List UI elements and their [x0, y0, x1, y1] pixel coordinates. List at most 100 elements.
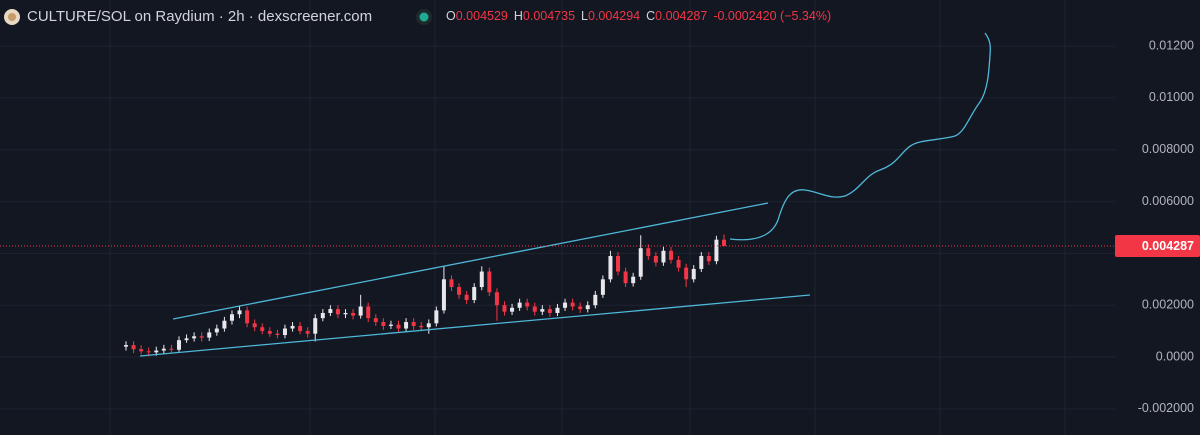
candle-body: [691, 268, 696, 280]
candle-body: [593, 294, 598, 306]
candle-body: [525, 302, 530, 307]
candle-body: [434, 310, 439, 324]
candle-body: [411, 322, 416, 326]
candle-body: [229, 314, 234, 321]
candle-body: [555, 307, 560, 313]
ohlc-legend: O0.004529 H0.004735 L0.004294 C0.004287 -0.0…: [446, 9, 831, 23]
candle-body: [608, 255, 613, 280]
candle-body: [472, 287, 477, 301]
candle-body: [487, 271, 492, 293]
time-grid: [109, 0, 1066, 435]
chart-title: CULTURE/SOL on Raydium · 2h · dexscreene…: [27, 8, 372, 25]
candle-body: [699, 255, 704, 269]
candle-body: [154, 350, 159, 353]
candle-body: [510, 307, 515, 312]
y-tick-label: 0.0000: [1156, 349, 1194, 363]
candle-body: [328, 309, 333, 313]
candle-body: [404, 322, 409, 329]
status-dot: [419, 12, 429, 22]
candle-body: [676, 259, 681, 268]
candle-body: [464, 294, 469, 301]
candle-body: [260, 327, 265, 332]
candle-body: [570, 302, 575, 307]
candle-body: [275, 333, 280, 335]
candle-body: [305, 331, 310, 334]
candle-body: [388, 324, 393, 326]
candle-body: [631, 276, 636, 284]
y-tick-label: 0.002000: [1142, 297, 1194, 311]
candle-body: [502, 305, 507, 312]
candle-body: [199, 336, 204, 338]
candle-body: [222, 320, 227, 329]
candle-body: [290, 325, 295, 329]
token-logo-inner: [8, 13, 16, 21]
candle-body: [192, 336, 197, 339]
candle-body: [343, 312, 348, 315]
candle-body: [638, 248, 643, 277]
candle-body: [252, 323, 257, 328]
drawings: [139, 32, 991, 357]
candle-body: [146, 351, 151, 353]
y-tick-label: -0.002000: [1138, 401, 1194, 415]
candle-body: [441, 279, 446, 311]
last-price: 0.004287: [0, 234, 1200, 257]
candle-body: [139, 349, 144, 352]
candle-body: [578, 306, 583, 310]
candle-body: [449, 279, 454, 288]
candle-body: [131, 345, 136, 350]
y-tick-label: 0.01200: [1149, 38, 1194, 52]
candle-body: [653, 255, 658, 263]
candle-body: [419, 325, 424, 328]
candle-body: [169, 348, 174, 350]
ohlc-change: -0.0002420 (−5.34%): [713, 9, 831, 23]
candle-body: [184, 338, 189, 341]
candle-body: [646, 248, 651, 256]
candle-body: [669, 250, 674, 260]
candle-body: [722, 239, 726, 246]
candle-body: [381, 322, 386, 326]
last-price-box: [1115, 234, 1200, 257]
candle-body: [714, 239, 719, 262]
candle-body: [214, 328, 219, 333]
ohlc-value: 0.004529: [456, 9, 508, 23]
trend-line: [139, 294, 811, 357]
last-price-label: 0.004287: [1142, 239, 1194, 253]
candle-body: [335, 309, 340, 315]
candle-body: [547, 309, 552, 313]
ohlc-value: 0.004294: [588, 9, 640, 23]
candle-body: [358, 306, 363, 316]
candles: [124, 234, 726, 357]
projection-curve: [729, 32, 991, 241]
y-tick-label: 0.01000: [1149, 90, 1194, 104]
candle-body: [585, 305, 590, 310]
ohlc-key: H: [514, 9, 523, 23]
candle-body: [176, 340, 181, 350]
candle-body: [517, 302, 522, 308]
candle-body: [479, 271, 484, 288]
candle-body: [396, 324, 401, 329]
candle-body: [267, 331, 272, 334]
ohlc-key: L: [581, 9, 588, 23]
trend-line: [172, 202, 769, 320]
candle-body: [494, 292, 499, 306]
candle-body: [532, 306, 537, 312]
ohlc-value: 0.004735: [523, 9, 575, 23]
y-tick-label: 0.006000: [1142, 194, 1194, 208]
ohlc-value: 0.004287: [655, 9, 707, 23]
candle-body: [540, 309, 545, 312]
header: CULTURE/SOL on Raydium · 2h · dexscreene…: [4, 8, 831, 25]
candle-body: [616, 255, 621, 272]
candle-body: [298, 325, 303, 332]
ohlc-key: O: [446, 9, 456, 23]
y-tick-label: 0.008000: [1142, 142, 1194, 156]
candle-body: [457, 287, 462, 295]
candle-body: [245, 310, 250, 324]
candle-body: [237, 310, 242, 315]
candle-body: [124, 345, 128, 347]
candle-body: [313, 318, 318, 334]
candle-body: [623, 271, 628, 284]
candle-body: [373, 318, 378, 323]
